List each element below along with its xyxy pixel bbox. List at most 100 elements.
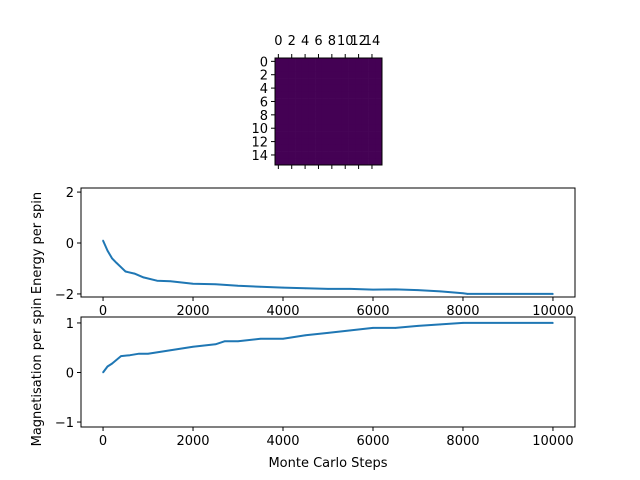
heatmap-cell [341, 58, 349, 65]
heatmap-cell [355, 111, 363, 119]
heatmap-cell [368, 124, 376, 132]
heatmap-cell [375, 104, 383, 112]
heatmap-cell [315, 84, 323, 92]
heatmap-cell [361, 158, 369, 166]
ytick-label: −1 [55, 416, 74, 431]
heatmap-cell [321, 58, 329, 65]
heatmap-cell [321, 118, 329, 126]
xtick-label: 0 [99, 304, 107, 319]
heatmap-cell [281, 124, 289, 132]
heatmap-cell [348, 118, 356, 126]
heatmap-cell [361, 91, 369, 99]
heatmap-cell [308, 104, 316, 112]
heatmap-cell [275, 78, 282, 86]
axes-frame [80, 187, 576, 298]
data-point [192, 282, 194, 285]
heatmap-cell [368, 131, 376, 139]
heatmap-cell [335, 118, 343, 126]
data-point [282, 286, 284, 289]
data-point [439, 323, 442, 326]
heatmap-cell [308, 151, 316, 159]
heatmap-cell [341, 71, 349, 79]
heatmap-cell [275, 138, 282, 146]
heatmap-cell [301, 124, 309, 132]
energy-plot: 0 2000 4000 6000 8000 10000 −2 0 2 [55, 186, 576, 319]
heatmap-cell [295, 64, 303, 72]
heatmap-cell [328, 111, 336, 119]
data-point [138, 352, 140, 355]
heatmap-cell [288, 64, 296, 72]
heatmap-cell [275, 144, 282, 152]
heatmap-cell [275, 158, 282, 166]
heatmap-cell [348, 124, 356, 132]
heatmap-cell [328, 58, 336, 65]
heatmap-cell [301, 64, 309, 72]
heatmap-cell [375, 98, 383, 106]
xtick-label: 8000 [446, 434, 479, 449]
heatmap-cell [375, 91, 383, 99]
heatmap-cell [321, 71, 329, 79]
heatmap-cell [328, 98, 336, 106]
data-point [466, 293, 469, 295]
heatmap-cell [301, 111, 309, 119]
heatmap-cell [321, 91, 329, 99]
heatmap-cell [341, 84, 349, 92]
heatmap-cell [368, 91, 376, 99]
heatmap-cell [348, 144, 356, 152]
heatmap-cell [295, 71, 303, 79]
heatmap-ytick-label: 12 [251, 136, 268, 151]
heatmap-cell [341, 138, 349, 146]
heatmap-cell [301, 118, 309, 126]
heatmap-ytick-label: 6 [260, 95, 268, 110]
heatmap-cell [341, 124, 349, 132]
heatmap-cell [355, 71, 363, 79]
heatmap-cell [275, 84, 282, 92]
heatmap-cell [368, 144, 376, 152]
heatmap-cell [335, 124, 343, 132]
heatmap-cell [315, 131, 323, 139]
heatmap-cell [355, 144, 363, 152]
heatmap-cell [368, 151, 376, 159]
data-point [102, 371, 104, 374]
heatmap-cell [361, 58, 369, 65]
heatmap-cell [328, 78, 336, 86]
heatmap-frame [274, 57, 383, 166]
heatmap-cell [295, 91, 303, 99]
heatmap-cell [321, 64, 329, 72]
heatmap-cell [321, 138, 329, 146]
heatmap-cell [308, 91, 316, 99]
xtick-label: 6000 [356, 304, 389, 319]
heatmap-cell [281, 64, 289, 72]
heatmap-cell [288, 144, 296, 152]
heatmap-cell [275, 91, 282, 99]
heatmap-cell [288, 104, 296, 112]
heatmap-cell [321, 104, 329, 112]
heatmap-xtick-label: 14 [364, 34, 381, 49]
data-point [129, 354, 131, 356]
heatmap-cell [348, 151, 356, 159]
heatmap-cell [321, 98, 329, 106]
heatmap-cell [368, 64, 376, 72]
heatmap-cell [315, 144, 323, 152]
heatmap-cell [355, 151, 363, 159]
heatmap-cell [308, 118, 316, 126]
heatmap-cell [368, 71, 376, 79]
heatmap-cell [348, 131, 356, 139]
heatmap-cell [335, 78, 343, 86]
heatmap-xtick-label: 10 [337, 34, 354, 49]
heatmap-cell [341, 118, 349, 126]
heatmap-cell [315, 124, 323, 132]
heatmap-cell [341, 98, 349, 106]
heatmap-ytick-label: 0 [260, 55, 268, 70]
heatmap-cell [341, 111, 349, 119]
data-point [327, 332, 329, 334]
heatmap-cell [281, 158, 289, 166]
x-axis-label: Monte Carlo Steps [268, 456, 387, 471]
data-point [552, 322, 554, 324]
heatmap-cell [308, 158, 316, 166]
heatmap-xtick-label: 6 [314, 34, 322, 49]
heatmap-xtick-label: 0 [274, 34, 282, 49]
heatmap-cell [375, 131, 383, 139]
heatmap-cell [348, 71, 356, 79]
